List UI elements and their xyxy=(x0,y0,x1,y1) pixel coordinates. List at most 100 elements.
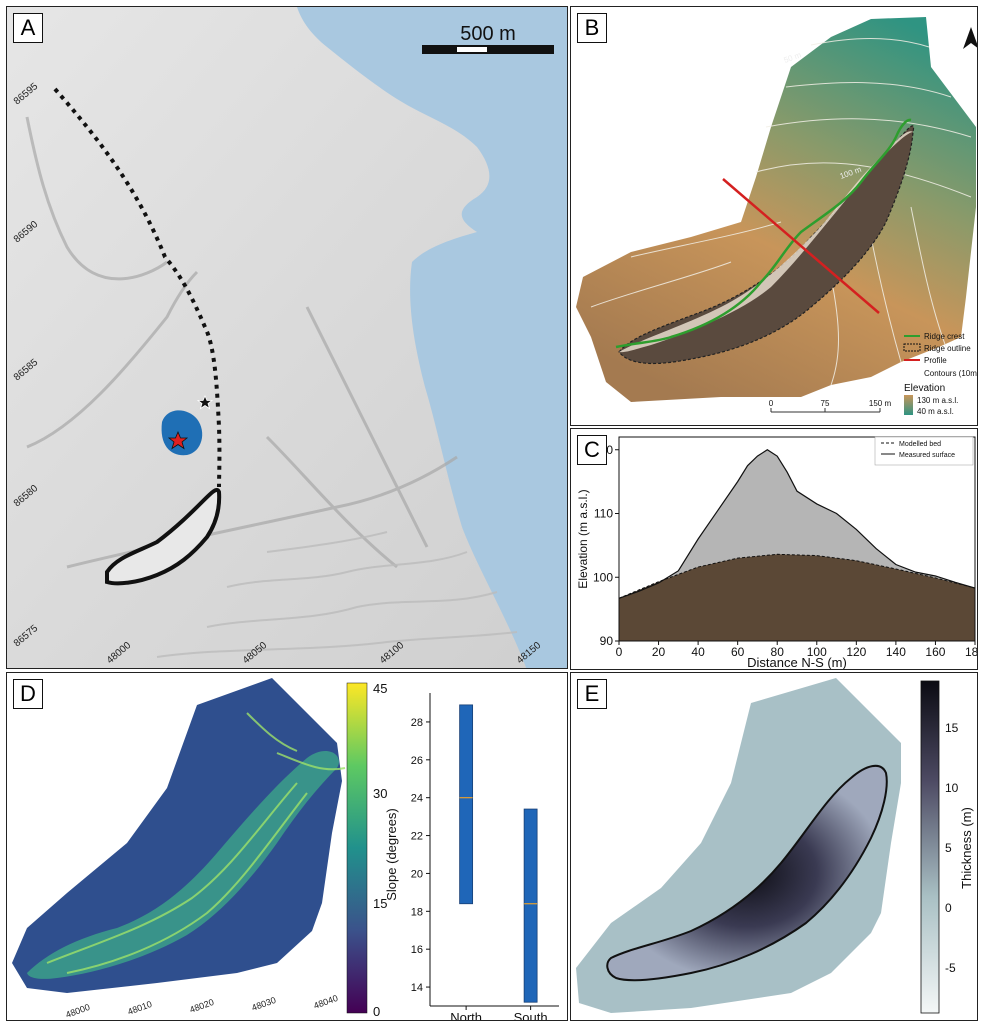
red-star-icon xyxy=(167,430,189,450)
series-measured-surface xyxy=(618,449,976,599)
legend-elevation-title: Elevation xyxy=(904,383,945,394)
easting-label: 48020 xyxy=(188,997,215,1015)
x-tick-label: South xyxy=(514,1010,548,1021)
y-axis-title: Slope (degrees) xyxy=(384,808,399,901)
d-easting-labels: 48000 48010 48020 48030 48040 xyxy=(64,993,339,1020)
scale-bar: 500 m xyxy=(422,23,554,54)
slope-ridge xyxy=(27,751,339,979)
legend-ridge-crest: Ridge crest xyxy=(924,332,965,341)
legend-elev-low: 40 m a.s.l. xyxy=(917,407,954,416)
x-tick-label: 160 xyxy=(925,645,945,659)
y-tick-label: 18 xyxy=(411,906,423,918)
scale-bar-label: 500 m xyxy=(460,23,516,45)
x-axis-title: Distance N-S (m) xyxy=(747,655,847,670)
x-tick-label: 60 xyxy=(731,645,745,659)
easting-label: 48040 xyxy=(312,993,339,1011)
colorbar-tick: 10 xyxy=(945,781,959,795)
x-tick-label: 180 xyxy=(965,645,978,659)
x-tick-label: 140 xyxy=(886,645,906,659)
thickness-colorbar-title: Thickness (m) xyxy=(959,807,974,889)
colorbar-tick: 15 xyxy=(945,721,959,735)
ridge-crest-line xyxy=(615,118,912,349)
colorbar-tick: -5 xyxy=(945,961,956,975)
y-tick-label: 24 xyxy=(411,793,423,805)
x-tick-label: North xyxy=(450,1010,482,1021)
legend-label: Measured surface xyxy=(899,452,955,459)
scale-tick: 0 xyxy=(769,399,774,408)
legend-contours: Contours (10m xyxy=(924,369,977,378)
bed-fill xyxy=(619,554,975,641)
y-tick-label: 22 xyxy=(411,831,423,843)
legend-profile: Profile xyxy=(924,356,947,365)
plot-frame xyxy=(618,436,976,642)
ridge-outline xyxy=(105,488,222,586)
box-south xyxy=(523,808,538,1003)
legend-box xyxy=(874,436,974,466)
scale-bar: 0 75 150 m xyxy=(769,399,892,413)
easting-label: 48000 xyxy=(64,1002,91,1020)
x-tick-label: 80 xyxy=(771,645,785,659)
panel-c: C 02040608010012014016018090100110120Dis… xyxy=(570,428,978,670)
panel-a-label: A xyxy=(13,13,43,43)
slope-colorbar xyxy=(346,682,368,1014)
y-tick-label: 26 xyxy=(411,755,423,767)
contour-lines xyxy=(590,38,972,386)
legend-elev-high: 130 m a.s.l. xyxy=(917,396,958,405)
ridge-thickness xyxy=(607,765,887,981)
black-star-icon xyxy=(196,395,214,410)
legend-elevation-ramp xyxy=(904,395,913,415)
elevation-surface xyxy=(576,17,976,402)
panel-a: A xyxy=(6,6,568,669)
ridge-outline xyxy=(606,764,888,982)
easting-label: 48010 xyxy=(126,999,153,1017)
panel-b-map: 50 m 100 m 0 75 150 m Ridge crest Ridge … xyxy=(576,17,977,416)
x-tick-label: 40 xyxy=(691,645,705,659)
panel-d-figure: 45 30 15 0 48000 48010 48020 48030 48040… xyxy=(12,678,559,1021)
x-tick-label: 120 xyxy=(846,645,866,659)
easting-label: 48030 xyxy=(250,995,277,1013)
y-tick-label: 28 xyxy=(411,717,423,729)
y-tick-label: 16 xyxy=(411,944,423,956)
y-tick-label: 20 xyxy=(411,868,423,880)
colorbar-tick: 15 xyxy=(373,896,387,911)
legend-label: Modelled bed xyxy=(899,441,941,448)
panel-e-label: E xyxy=(577,679,607,709)
slope-map xyxy=(12,678,342,993)
x-tick-label: 0 xyxy=(616,645,623,659)
y-axis-title: Elevation (m a.s.l.) xyxy=(576,489,590,588)
map-legend: Ridge crest Ridge outline Profile Contou… xyxy=(903,332,977,416)
panel-a-map: 500 m 86595 86590 86585 86580 86575 4800… xyxy=(7,7,567,668)
y-tick-label: 90 xyxy=(600,634,614,648)
panel-e: E 15 10 5 0 -5 Thickness (m xyxy=(570,672,978,1021)
x-tick-label: 20 xyxy=(652,645,666,659)
y-tick-label: 110 xyxy=(594,507,613,521)
box-north xyxy=(459,704,474,905)
dotted-boundary-line xyxy=(53,87,222,488)
pond xyxy=(161,410,203,456)
series-modelled-bed xyxy=(618,553,976,599)
panel-b: B 50 m xyxy=(570,6,978,426)
y-tick-label: 100 xyxy=(593,570,613,584)
slope-boxplot: 14 16 18 20 22 24 26 28 North South Slope (degrees… xyxy=(384,693,559,1021)
hillshade-ridges xyxy=(156,531,518,658)
colorbar-tick: 45 xyxy=(373,681,387,696)
x-tick-label: 100 xyxy=(807,645,827,659)
colorbar-tick: 30 xyxy=(373,786,387,801)
legend-ridge-outline: Ridge outline xyxy=(924,344,971,353)
panel-c-label: C xyxy=(577,435,607,465)
thickness-colorbar xyxy=(920,680,940,1014)
colorbar-tick: 0 xyxy=(373,1004,380,1019)
thickness-map xyxy=(576,678,901,1013)
profile-line xyxy=(722,178,880,314)
panel-b-label: B xyxy=(577,13,607,43)
legend-swatch-outline xyxy=(903,343,921,352)
sea-area xyxy=(297,7,567,668)
scale-tick: 150 m xyxy=(869,399,892,408)
slope-colorbar-ticks: 45 30 15 0 xyxy=(373,681,387,1019)
y-tick-label: 14 xyxy=(411,982,423,994)
profile-chart: 02040608010012014016018090100110120Dista… xyxy=(576,436,978,670)
slope-texture xyxy=(46,712,346,974)
north-arrow-icon xyxy=(963,27,977,49)
colorbar-tick: 0 xyxy=(945,901,952,915)
scale-tick: 75 xyxy=(821,399,830,408)
